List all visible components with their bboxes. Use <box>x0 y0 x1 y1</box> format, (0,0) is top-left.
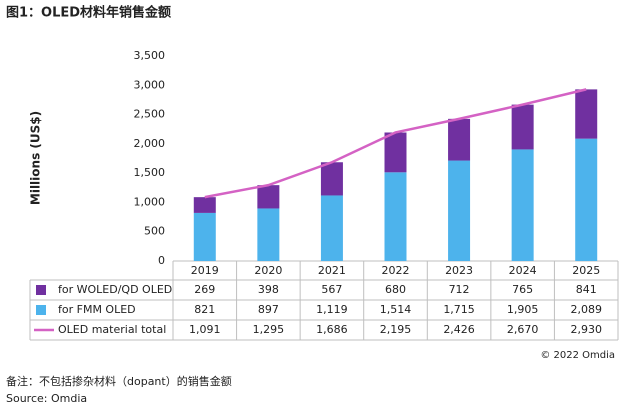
table-value: 1,905 <box>507 303 539 316</box>
y-tick-label: 3,000 <box>134 78 166 91</box>
chart-title: 图1：OLED材料年销售金额 <box>6 5 171 21</box>
legend-label: for WOLED/QD OLED <box>58 283 172 296</box>
table-value: 821 <box>194 303 215 316</box>
x-tick-label: 2022 <box>382 264 410 277</box>
table-value: 2,930 <box>570 323 602 336</box>
bar <box>448 160 471 261</box>
bar <box>575 138 598 261</box>
table-value: 2,195 <box>380 323 412 336</box>
legend-label: OLED material total <box>58 323 166 336</box>
copyright: © 2022 Omdia <box>540 350 615 361</box>
y-tick-label: 3,500 <box>134 49 166 62</box>
y-tick-label: 1,000 <box>134 195 166 208</box>
table-value: 1,091 <box>189 323 221 336</box>
table-value: 1,119 <box>316 303 348 316</box>
table-value: 841 <box>576 283 597 296</box>
y-axis-label: Millions (US$) <box>29 111 43 205</box>
bar <box>257 208 280 261</box>
table-value: 2,089 <box>570 303 602 316</box>
bar <box>384 132 407 173</box>
legend-swatch <box>36 285 46 295</box>
bar <box>448 118 471 161</box>
bar <box>193 197 216 213</box>
line-series <box>204 88 587 199</box>
x-tick-label: 2025 <box>572 264 600 277</box>
table-value: 897 <box>258 303 279 316</box>
bar <box>320 195 343 261</box>
table-value: 765 <box>512 283 533 296</box>
y-tick-label: 1,500 <box>134 166 166 179</box>
bar <box>511 104 534 150</box>
x-tick-label: 2021 <box>318 264 346 277</box>
x-tick-label: 2024 <box>509 264 537 277</box>
bar <box>575 89 598 139</box>
table-value: 567 <box>321 283 342 296</box>
y-tick-label: 2,500 <box>134 108 166 121</box>
note: 备注：不包括掺杂材料（dopant）的销售金额 <box>6 374 232 388</box>
source: Source: Omdia <box>6 392 87 405</box>
y-tick-label: 2,000 <box>134 137 166 150</box>
bar <box>257 185 280 209</box>
legend-label: for FMM OLED <box>58 303 136 316</box>
table-value: 2,670 <box>507 323 539 336</box>
y-tick-label: 500 <box>144 225 165 238</box>
table-value: 680 <box>385 283 406 296</box>
bar <box>320 162 343 196</box>
x-tick-label: 2020 <box>254 264 282 277</box>
table-value: 398 <box>258 283 279 296</box>
table-value: 1,514 <box>380 303 412 316</box>
legend-swatch <box>36 305 46 315</box>
table-value: 712 <box>449 283 470 296</box>
table-value: 2,426 <box>443 323 475 336</box>
bar <box>384 172 407 261</box>
table-value: 1,715 <box>443 303 475 316</box>
table-value: 1,686 <box>316 323 348 336</box>
x-tick-label: 2023 <box>445 264 473 277</box>
x-tick-label: 2019 <box>191 264 219 277</box>
table-value: 1,295 <box>253 323 285 336</box>
table-value: 269 <box>194 283 215 296</box>
bar <box>193 212 216 261</box>
y-tick-label: 0 <box>158 254 165 267</box>
bar <box>511 149 534 261</box>
